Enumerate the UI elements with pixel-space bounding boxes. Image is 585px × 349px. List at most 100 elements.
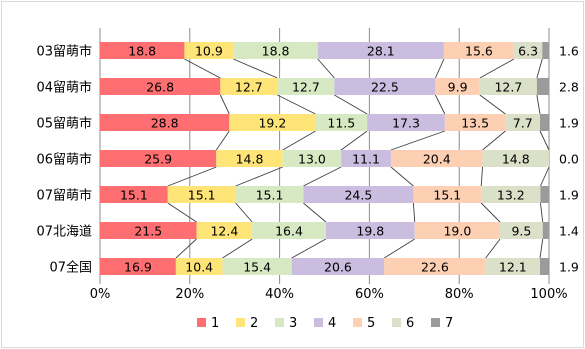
x-tick-label: 0% (90, 287, 111, 302)
legend-label: 6 (406, 316, 414, 331)
bar-segment (175, 258, 223, 275)
data-label: 19.2 (258, 116, 286, 131)
data-label: 1.9 (559, 188, 579, 203)
bars: 18.8 10.9 18.8 28.1 15.6 6.3 1.6 26.8 12.7 12.7 22… (100, 42, 579, 275)
data-label: 20.6 (324, 260, 352, 275)
bar-segment (235, 186, 304, 203)
data-label: 26.8 (146, 80, 174, 95)
data-label: 13.0 (298, 152, 326, 167)
series-line (539, 130, 550, 151)
legend: 1 2 3 4 5 6 7 (197, 316, 453, 331)
series-line (303, 202, 327, 223)
data-label: 10.9 (195, 44, 223, 59)
series-line (540, 202, 544, 223)
data-label: 12.1 (499, 260, 527, 275)
bar-segment (542, 42, 550, 59)
data-label: 17.3 (392, 116, 420, 131)
series-line (317, 58, 335, 79)
bar-segment (220, 78, 278, 95)
data-label: 13.5 (461, 116, 489, 131)
bar-segment (414, 222, 501, 239)
data-label: 6.3 (518, 44, 538, 59)
bar-segment (482, 150, 549, 167)
data-label: 9.9 (448, 80, 468, 95)
series-line (282, 130, 316, 151)
legend-label: 7 (445, 316, 453, 331)
bar-segment (540, 258, 549, 275)
data-label: 21.5 (134, 224, 162, 239)
data-label: 22.6 (421, 260, 449, 275)
category-label: 07留萌市 (36, 188, 92, 204)
bar-segment (479, 78, 537, 95)
data-label: 15.1 (120, 188, 148, 203)
series-line (482, 130, 506, 151)
legend-swatch (314, 318, 323, 327)
category-label: 05留萌市 (36, 116, 92, 132)
category-label: 07北海道 (36, 225, 92, 240)
data-label: 1.4 (559, 224, 579, 239)
data-label: 1.6 (559, 44, 579, 59)
data-label: 15.6 (465, 44, 493, 59)
x-tick-label: 20% (175, 287, 204, 302)
bar-segment (341, 150, 391, 167)
legend-swatch (431, 318, 440, 327)
data-label: 12.4 (210, 224, 238, 239)
x-tick-label: 60% (355, 287, 384, 302)
category-label: 03留萌市 (36, 44, 92, 60)
legend-swatch (353, 318, 362, 327)
x-tick-label: 100% (530, 287, 567, 302)
series-line (390, 130, 445, 151)
bar-segment (540, 186, 549, 203)
legend-label: 4 (328, 316, 336, 331)
series-line (540, 166, 550, 187)
bar-segment (435, 78, 480, 95)
bar-segment (196, 222, 253, 239)
data-label: 28.8 (151, 116, 179, 131)
data-label: 9.5 (511, 224, 531, 239)
series-line (390, 166, 414, 187)
x-tick-label: 80% (445, 287, 474, 302)
bar-segment (505, 114, 541, 131)
bar-segment (513, 42, 543, 59)
series-line (219, 94, 230, 115)
bar-segment (277, 78, 335, 95)
bar-segment (334, 78, 436, 95)
series-line (536, 58, 543, 79)
data-label: 15.4 (243, 260, 271, 275)
bar-segment (315, 114, 368, 131)
series-line (291, 238, 327, 259)
bar-segment (229, 114, 316, 131)
series-line (184, 58, 221, 79)
series-line (536, 94, 541, 115)
series-line (480, 202, 501, 223)
series-line (175, 238, 197, 259)
data-label: 16.4 (275, 224, 303, 239)
series-line (167, 202, 197, 223)
legend-swatch (392, 318, 401, 327)
bar-segment (282, 150, 342, 167)
legend-label: 2 (250, 316, 258, 331)
series-line (167, 166, 217, 187)
category-label: 04留萌市 (36, 80, 92, 96)
category-label: 07全国 (49, 260, 92, 276)
bar-segment (216, 150, 283, 167)
legend-label: 1 (211, 316, 219, 331)
bar-segment (252, 222, 326, 239)
bar-segment (100, 78, 221, 95)
series-line (479, 94, 506, 115)
data-label: 1.9 (559, 116, 579, 131)
series-lines (167, 58, 550, 259)
bar-segment (100, 42, 185, 59)
series-line (233, 58, 278, 79)
data-label: 12.7 (292, 80, 320, 95)
data-label: 14.8 (236, 152, 264, 167)
series-line (412, 202, 416, 223)
data-label: 15.1 (256, 188, 284, 203)
data-label: 10.4 (185, 260, 213, 275)
bar-segment (317, 42, 444, 59)
data-label: 0.0 (559, 152, 579, 167)
series-line (235, 202, 253, 223)
bar-segment (485, 258, 541, 275)
data-label: 12.7 (235, 80, 263, 95)
